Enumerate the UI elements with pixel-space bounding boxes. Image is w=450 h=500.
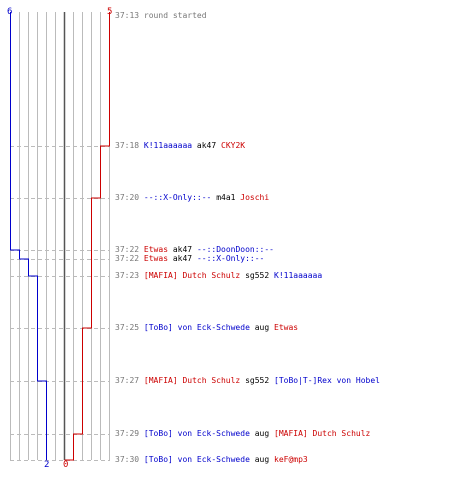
event-killer: [ToBo] von Eck-Schwede [143, 323, 250, 332]
event-row: 37:25 [ToBo] von Eck-Schwede aug Etwas [115, 323, 298, 333]
event-row: 37:27 [MAFIA] Dutch Schulz sg552 [ToBo|T… [115, 376, 380, 386]
event-victim: keF@mp3 [274, 455, 308, 464]
event-weapon: sg552 [245, 271, 270, 280]
event-weapon: ak47 [172, 254, 193, 263]
event-time: 37:30 [115, 455, 140, 464]
event-row: 37:22 Etwas ak47 --::DoonDoon::-- [115, 245, 274, 255]
event-time: 37:20 [115, 193, 140, 202]
event-row: 37:29 [ToBo] von Eck-Schwede aug [MAFIA]… [115, 429, 370, 439]
event-time: 37:18 [115, 141, 140, 150]
event-victim: [ToBo|T-]Rex von Hobel [274, 376, 380, 385]
event-time: 37:13 [115, 11, 140, 20]
event-note: round started [143, 11, 207, 20]
event-time: 37:23 [115, 271, 140, 280]
event-row: 37:20 --::X-Only::-- m4a1 Joschi [115, 193, 269, 203]
event-row: 37:18 K!11aaaaaa ak47 CKY2K [115, 141, 245, 151]
event-row: 37:22 Etwas ak47 --::X-Only::-- [115, 254, 264, 264]
blue-end-count: 2 [44, 460, 50, 470]
event-weapon: m4a1 [216, 193, 236, 202]
event-victim: --::X-Only::-- [196, 254, 265, 263]
event-victim: [MAFIA] Dutch Schulz [274, 429, 371, 438]
event-killer: Etwas [143, 245, 169, 254]
event-killer: --::X-Only::-- [143, 193, 212, 202]
blue-start-count: 6 [7, 7, 13, 17]
event-victim: K!11aaaaaa [274, 271, 323, 280]
event-victim: Etwas [274, 323, 299, 332]
event-victim: CKY2K [221, 141, 246, 150]
event-killer: [MAFIA] Dutch Schulz [143, 271, 241, 280]
event-time: 37:22 [115, 254, 140, 263]
red-start-count: 5 [107, 7, 113, 17]
red-team-alive-line [64, 12, 110, 461]
red-end-count: 0 [63, 460, 69, 470]
event-killer: K!11aaaaaa [143, 141, 193, 150]
event-time: 37:27 [115, 376, 140, 385]
event-killer: [ToBo] von Eck-Schwede [143, 455, 250, 464]
event-time: 37:25 [115, 323, 140, 332]
event-row: 37:23 [MAFIA] Dutch Schulz sg552 K!11aaa… [115, 271, 322, 281]
event-weapon: aug [254, 323, 270, 332]
event-victim: --::DoonDoon::-- [196, 245, 274, 254]
event-weapon: aug [254, 455, 270, 464]
event-weapon: aug [254, 429, 270, 438]
event-time: 37:29 [115, 429, 140, 438]
blue-team-alive-line [10, 12, 47, 460]
event-weapon: ak47 [172, 245, 193, 254]
event-row: 37:30 [ToBo] von Eck-Schwede aug keF@mp3 [115, 455, 308, 465]
event-killer: Etwas [143, 254, 169, 263]
event-time: 37:22 [115, 245, 140, 254]
event-weapon: sg552 [245, 376, 270, 385]
event-weapon: ak47 [196, 141, 217, 150]
event-killer: [MAFIA] Dutch Schulz [143, 376, 241, 385]
event-row: 37:13 round started [115, 11, 207, 21]
event-victim: Joschi [240, 193, 270, 202]
event-killer: [ToBo] von Eck-Schwede [143, 429, 250, 438]
